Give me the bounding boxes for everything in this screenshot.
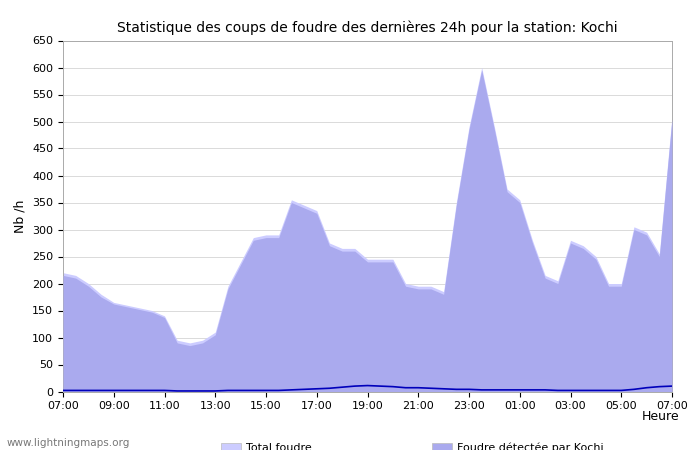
- Y-axis label: Nb /h: Nb /h: [13, 199, 27, 233]
- Text: Heure: Heure: [641, 410, 679, 423]
- Legend: Total foudre, Moyenne de toutes les stations, Foudre détectée par Kochi: Total foudre, Moyenne de toutes les stat…: [220, 443, 604, 450]
- Title: Statistique des coups de foudre des dernières 24h pour la station: Kochi: Statistique des coups de foudre des dern…: [117, 21, 618, 35]
- Text: www.lightningmaps.org: www.lightningmaps.org: [7, 438, 130, 448]
